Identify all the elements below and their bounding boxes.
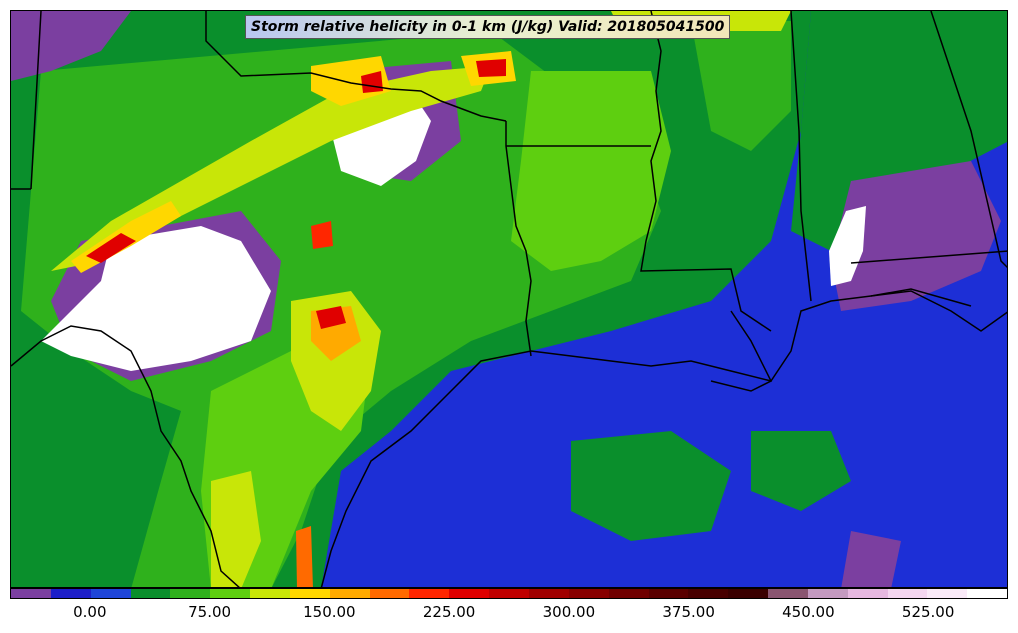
- colorbar-tick-label: 300.00: [542, 603, 596, 621]
- helicity-map: [11, 11, 1007, 587]
- field-green-east: [791, 11, 1007, 251]
- colorbar-segment: [648, 589, 689, 598]
- state-line-al-ga: [930, 11, 1007, 269]
- colorbar-segment: [768, 589, 808, 598]
- colorbar-tick-label: 450.00: [782, 603, 835, 621]
- colorbar-tick-label: 0.00: [73, 603, 107, 621]
- state-line-ms-al: [790, 11, 812, 302]
- colorbar-segment: [489, 589, 529, 598]
- field-green-light: [511, 71, 671, 271]
- colorbar-segment: [887, 589, 928, 598]
- colorbar-segment: [329, 589, 370, 598]
- boundary-lines: [11, 11, 1007, 587]
- field-orange-coast: [296, 526, 313, 587]
- colorbar-segment: [289, 589, 330, 598]
- field-green-gulf: [571, 431, 731, 541]
- colorbar-segment: [409, 589, 450, 598]
- field-red-streak: [86, 233, 136, 263]
- colorbar-tick-label: 525.00: [901, 603, 955, 621]
- colorbar-tick-label: 375.00: [662, 603, 715, 621]
- field-yellow-gulf-coast: [211, 471, 261, 587]
- map-title: Storm relative helicity in 0-1 km (J/kg)…: [245, 15, 731, 39]
- state-line-ms-river: [640, 11, 772, 332]
- colorbar-segment: [807, 589, 848, 598]
- colorbar-segment: [568, 589, 609, 598]
- field-green-gulf-2: [751, 431, 851, 511]
- field-purple-east: [831, 161, 1001, 311]
- coastline-fl-bend: [870, 288, 972, 307]
- field-purple-nw: [11, 11, 131, 81]
- colorbar-segment: [11, 589, 51, 598]
- colorbar-segment: [50, 589, 91, 598]
- state-line-tx-ok: [11, 11, 42, 190]
- state-line-red-river: [205, 11, 507, 122]
- colorbar: [10, 588, 1008, 599]
- field-green-east-light: [691, 21, 791, 151]
- field-red-central: [316, 306, 346, 329]
- field-white-west: [41, 226, 271, 371]
- colorbar-segment: [369, 589, 410, 598]
- colorbar-tick-labels: 0.00 75.00 150.00 225.00 300.00 375.00 450.00 5…: [10, 603, 1008, 623]
- field-red-central-2: [311, 221, 333, 249]
- field-yellow-north: [311, 56, 391, 106]
- coastline-la-delta: [710, 310, 773, 392]
- colorbar-segment: [847, 589, 888, 598]
- colorbar-segment: [210, 589, 251, 598]
- field-red-ne: [476, 59, 506, 77]
- colorbar-tick-label: 75.00: [188, 603, 232, 621]
- coastline-gulf: [320, 290, 1007, 587]
- colorbar-segment: [170, 589, 211, 598]
- colorbar-segment: [728, 589, 769, 598]
- colorbar-tick-label: 150.00: [303, 603, 356, 621]
- colorbar-segment: [688, 589, 729, 598]
- colorbar-tick-label: 225.00: [422, 603, 476, 621]
- border-mexico: [11, 325, 240, 587]
- map-frame: [10, 10, 1008, 588]
- colorbar-segment: [608, 589, 649, 598]
- colorbar-segment: [90, 589, 131, 598]
- colorbar-segment: [250, 589, 290, 598]
- colorbar-segment: [967, 589, 1008, 598]
- state-line-fl: [850, 250, 1007, 264]
- colorbar-segment: [130, 589, 171, 598]
- colorbar-segment: [528, 589, 569, 598]
- field-white-east: [829, 206, 866, 286]
- colorbar-segment: [927, 589, 968, 598]
- colorbar-segment: [449, 589, 490, 598]
- field-purple-se: [841, 531, 901, 587]
